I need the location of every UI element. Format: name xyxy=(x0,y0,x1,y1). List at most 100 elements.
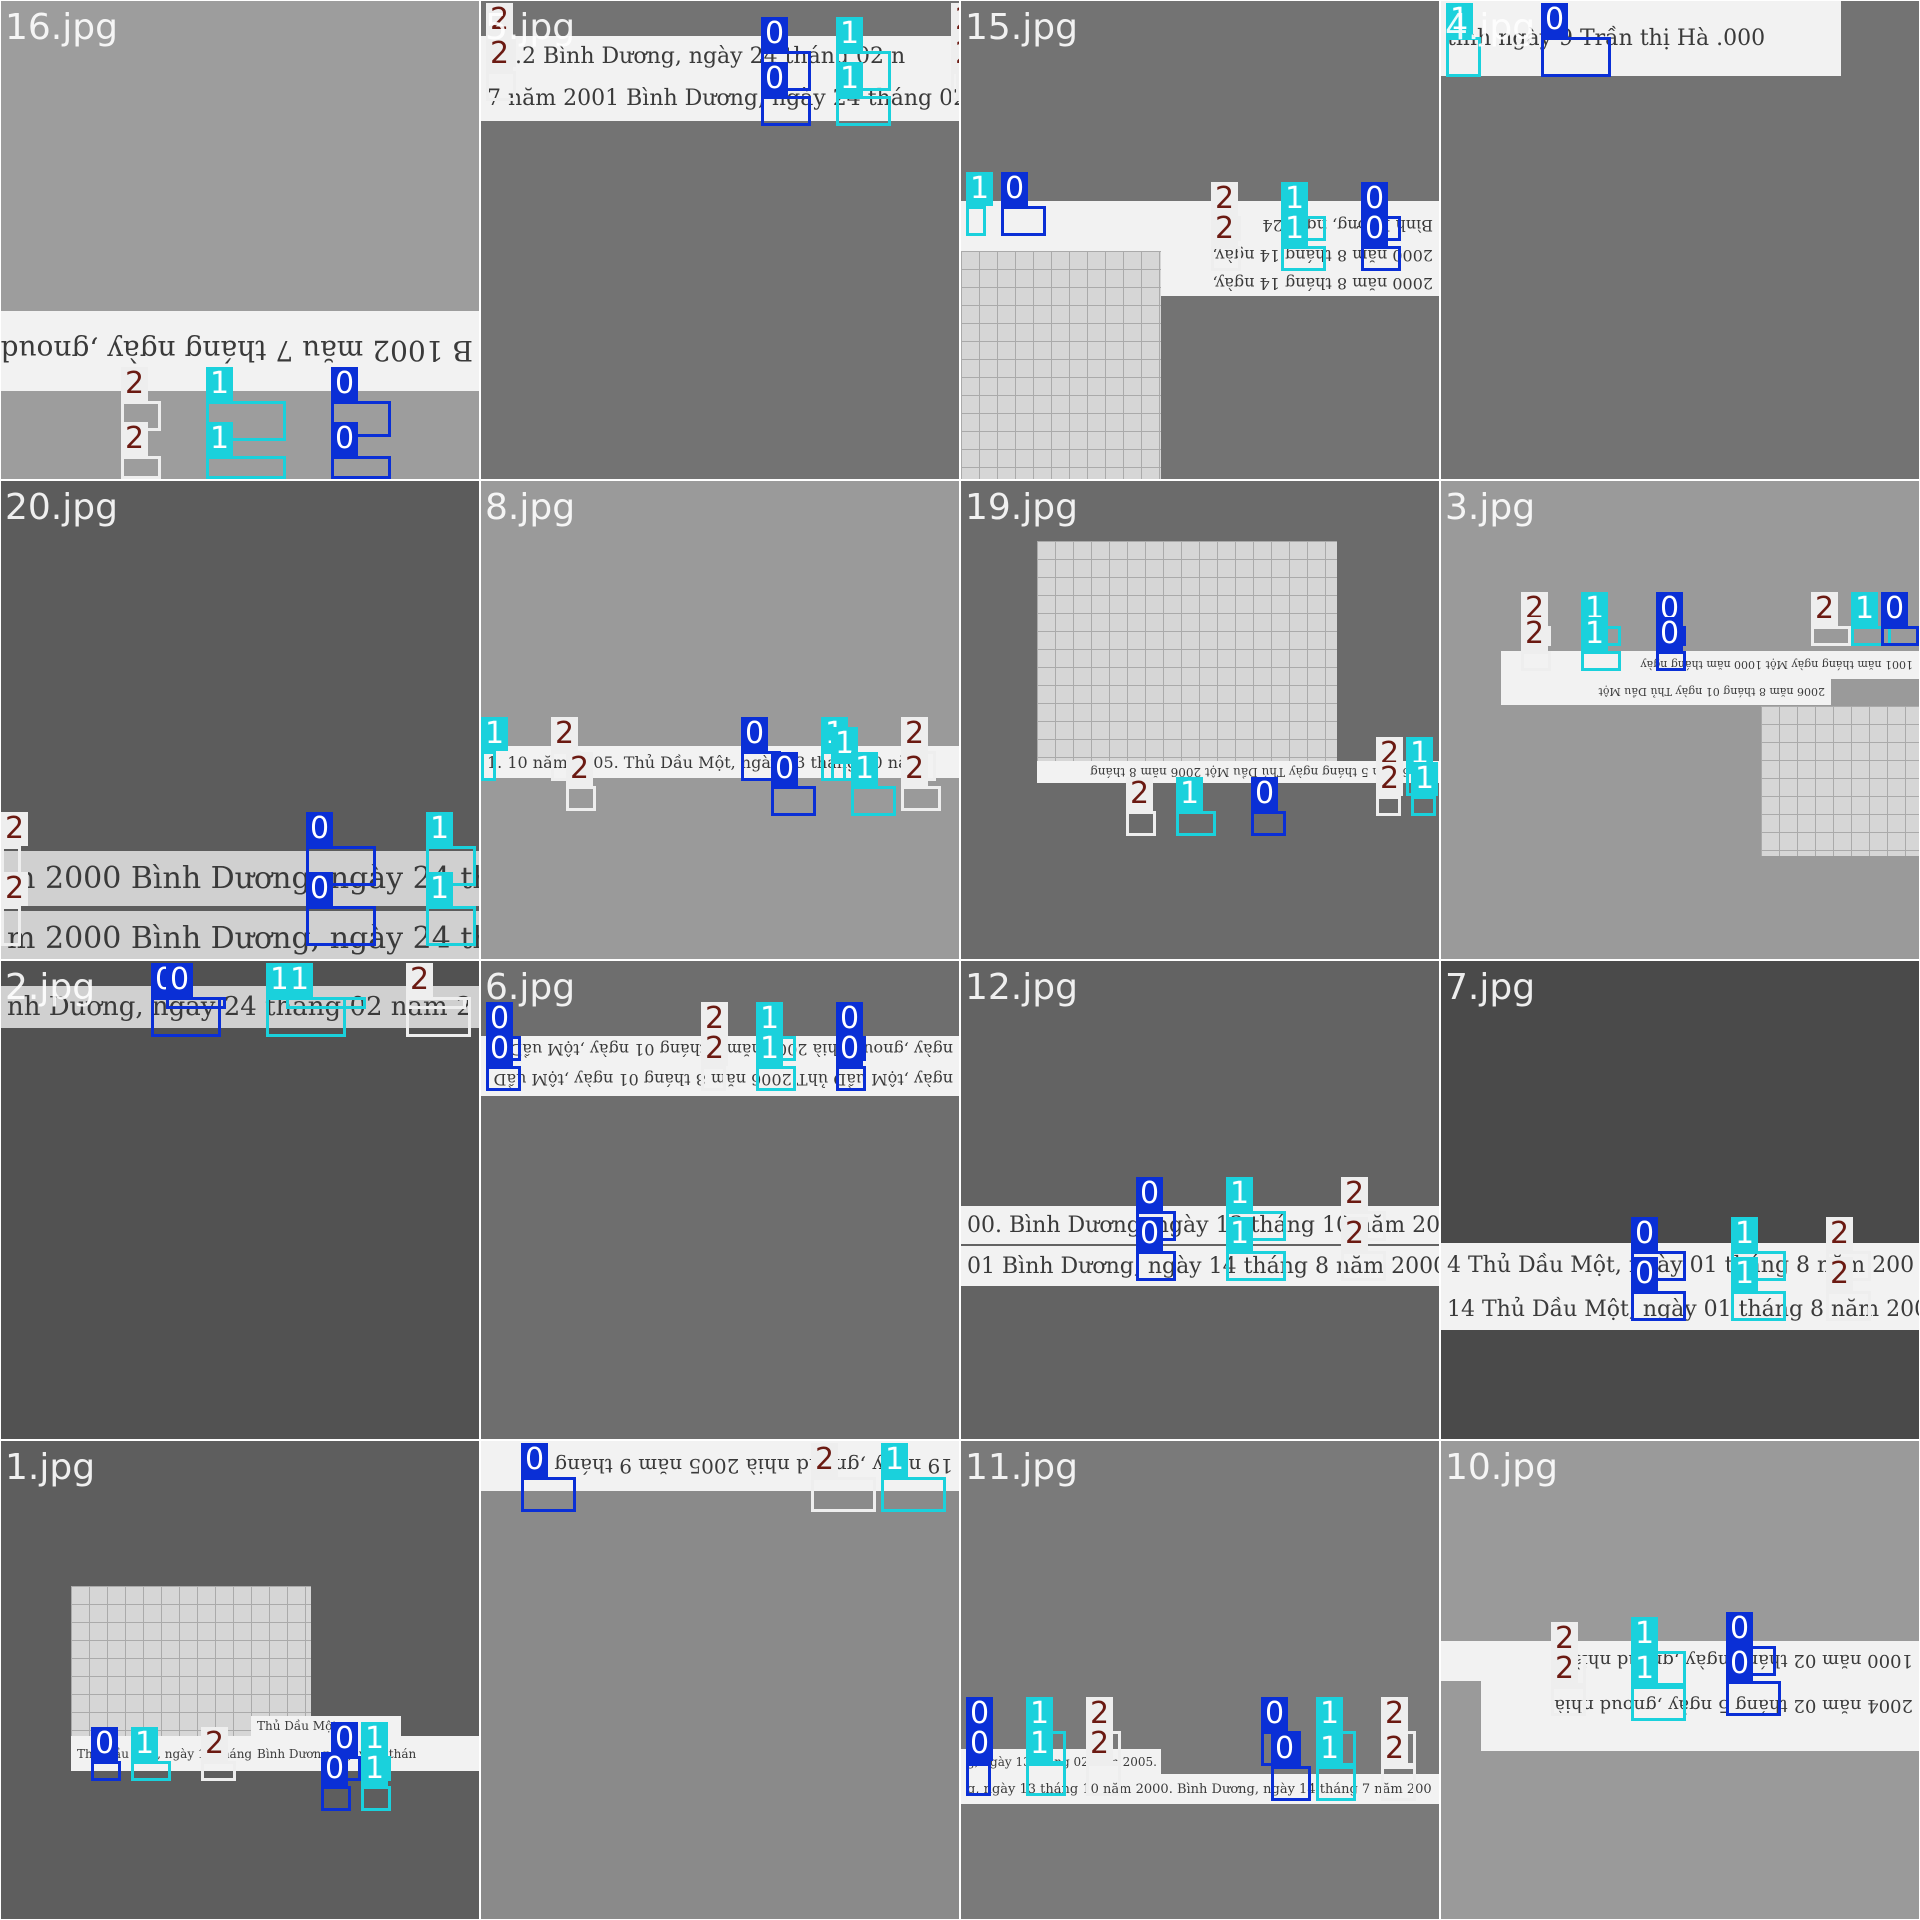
detection-box-class-1 xyxy=(851,786,896,816)
handwritten-text-strip: 22.2 Bình Dương, ngày 24 tháng 02 n xyxy=(481,36,959,76)
detection-class-tag: 2 xyxy=(566,752,594,786)
detection-class-tag: 1 xyxy=(1631,1617,1659,1651)
detection-class-tag: 1 xyxy=(851,752,879,786)
detection-box-class-2 xyxy=(406,997,466,1009)
detection-box-class-0 xyxy=(1541,37,1611,77)
detection-box-class-2 xyxy=(1086,1761,1121,1796)
detection-class-tag: 2 xyxy=(1341,1217,1369,1251)
detection-class-tag: 0 xyxy=(836,1032,864,1066)
detection-box-class-0 xyxy=(331,456,391,479)
handwritten-text-strip: m 2000 Bình Dương, ngày 24 thán xyxy=(1,851,479,906)
detection-class-tag: 0 xyxy=(1631,1257,1659,1291)
detection-class-tag: 1 xyxy=(481,717,509,751)
detection-box-class-2 xyxy=(1521,651,1551,671)
detection-box-class-1 xyxy=(481,751,496,781)
image-tile: 3.jpg 1001 năm tháng ngày Một 1000 năm th… xyxy=(1441,481,1919,959)
detection-class-tag: 2 xyxy=(951,3,959,37)
detection-box-class-1 xyxy=(1851,626,1891,646)
detection-box-class-1 xyxy=(1411,796,1436,816)
detection-class-tag: 1 xyxy=(1731,1217,1759,1251)
detection-box-class-1 xyxy=(836,96,891,126)
detection-class-tag: 2 xyxy=(1811,592,1839,626)
detection-class-tag: 0 xyxy=(166,963,194,997)
handwritten-text-strip: 2000 năm 8 tháng 14 ngày, xyxy=(1161,271,1439,296)
detection-class-tag: 0 xyxy=(331,367,359,401)
detection-class-tag: 0 xyxy=(1136,1217,1164,1251)
detection-class-tag: 0 xyxy=(331,422,359,456)
detection-box-class-1 xyxy=(361,1786,391,1811)
image-tile: 6.jpg ngày ,gnoud nhià 2006 năm 8 tháng 0… xyxy=(481,961,959,1439)
detection-box-class-2 xyxy=(1811,626,1851,646)
detection-class-tag: 0 xyxy=(1001,172,1029,206)
detection-class-tag: 1 xyxy=(1026,1727,1054,1761)
detection-class-tag: 2 xyxy=(486,37,514,71)
detection-box-class-0 xyxy=(321,1786,351,1811)
detection-box-class-1 xyxy=(966,206,986,236)
detection-class-tag: 1 xyxy=(1226,1217,1254,1251)
detection-class-tag: 1 xyxy=(426,812,454,846)
detection-class-tag: 1 xyxy=(426,872,454,906)
detection-box-class-0 xyxy=(1631,1291,1686,1321)
detection-class-tag: 1 xyxy=(361,1752,389,1786)
detection-box-class-2 xyxy=(1826,1291,1871,1321)
detection-box-class-1 xyxy=(206,456,286,479)
tile-filename-label: 7.jpg xyxy=(1445,967,1536,1008)
image-tile: 10.jpg 2004 năm 02 tháng 5 ngày ,gnoud nh… xyxy=(1441,1441,1919,1919)
image-tile: 20.jpg m 2000 Bình Dương, ngày 24 thán m 2… xyxy=(1,481,479,959)
detection-box-class-1 xyxy=(206,401,286,441)
detection-box-class-0 xyxy=(166,997,226,1009)
detection-class-tag: 1 xyxy=(286,963,314,997)
image-tile: 5.jpg 22.2 Bình Dương, ngày 24 tháng 02 n… xyxy=(481,1,959,479)
detection-box-class-2 xyxy=(1381,1766,1416,1801)
detection-class-tag: 2 xyxy=(1551,1622,1579,1656)
grid-paper-photo xyxy=(1037,541,1337,761)
detection-class-tag: 1 xyxy=(756,1032,784,1066)
detection-class-tag: 2 xyxy=(1826,1257,1854,1291)
detection-class-tag: 1 xyxy=(756,1002,784,1036)
detection-box-class-0 xyxy=(1136,1251,1176,1281)
detection-class-tag: 2 xyxy=(1376,762,1404,796)
detection-class-tag: 1 xyxy=(966,172,994,206)
tile-filename-label: 11.jpg xyxy=(965,1447,1078,1488)
detection-box-class-1 xyxy=(1176,811,1216,836)
detection-box-class-1 xyxy=(286,997,366,1009)
detection-class-tag: 2 xyxy=(1086,1727,1114,1761)
detection-class-tag: 0 xyxy=(91,1727,119,1761)
tile-filename-label: 15.jpg xyxy=(965,7,1078,48)
detection-box-class-2 xyxy=(701,1066,726,1091)
detection-class-tag: 2 xyxy=(1,812,29,846)
detection-box-class-1 xyxy=(1226,1251,1286,1281)
handwritten-text-strip: 1001 năm tháng ngày Một 1000 năm tháng n… xyxy=(1501,651,1919,679)
detection-box-class-0 xyxy=(836,1066,866,1091)
detection-class-tag: 1 xyxy=(361,1722,389,1756)
handwritten-text-strip: m 2000 Bình Dương, ngày 24 thán xyxy=(1,911,479,959)
detection-class-tag: 0 xyxy=(306,812,334,846)
handwritten-text-strip: 01 Bình Dương, ngày 14 tháng 8 năm 2000 xyxy=(961,1246,1439,1286)
detection-class-tag: 2 xyxy=(1,872,29,906)
detection-class-tag: 2 xyxy=(951,37,959,71)
detection-class-tag: 2 xyxy=(701,1002,729,1036)
detection-class-tag: 1 xyxy=(881,1443,909,1477)
detection-box-class-0 xyxy=(331,401,391,437)
detection-box-class-1 xyxy=(426,906,476,946)
detection-box-class-2 xyxy=(201,1761,236,1781)
tile-filename-label: 20.jpg xyxy=(5,487,118,528)
image-tile: 16.jpg B 1002 mӑu 7 tháng ngày ,gnoud 2 1 0 2… xyxy=(1,1,479,479)
image-tile: 4.jpg tỉnh ngày 9 Trần thị Hà .000 1 0 xyxy=(1441,1,1919,479)
detection-class-tag: 0 xyxy=(771,752,799,786)
detection-class-tag: 2 xyxy=(701,1032,729,1066)
detection-class-tag: 2 xyxy=(1341,1177,1369,1211)
detection-class-tag: 0 xyxy=(1541,3,1569,37)
detection-class-tag: 1 xyxy=(206,367,234,401)
detection-box-class-2 xyxy=(1,906,21,946)
detection-box-class-0 xyxy=(306,906,376,946)
detection-class-tag: 0 xyxy=(836,1002,864,1036)
detection-class-tag: 1 xyxy=(1631,1652,1659,1686)
detection-class-tag: 0 xyxy=(1656,617,1684,651)
detection-box-class-0 xyxy=(1881,626,1919,646)
detection-box-class-0 xyxy=(521,1477,576,1512)
